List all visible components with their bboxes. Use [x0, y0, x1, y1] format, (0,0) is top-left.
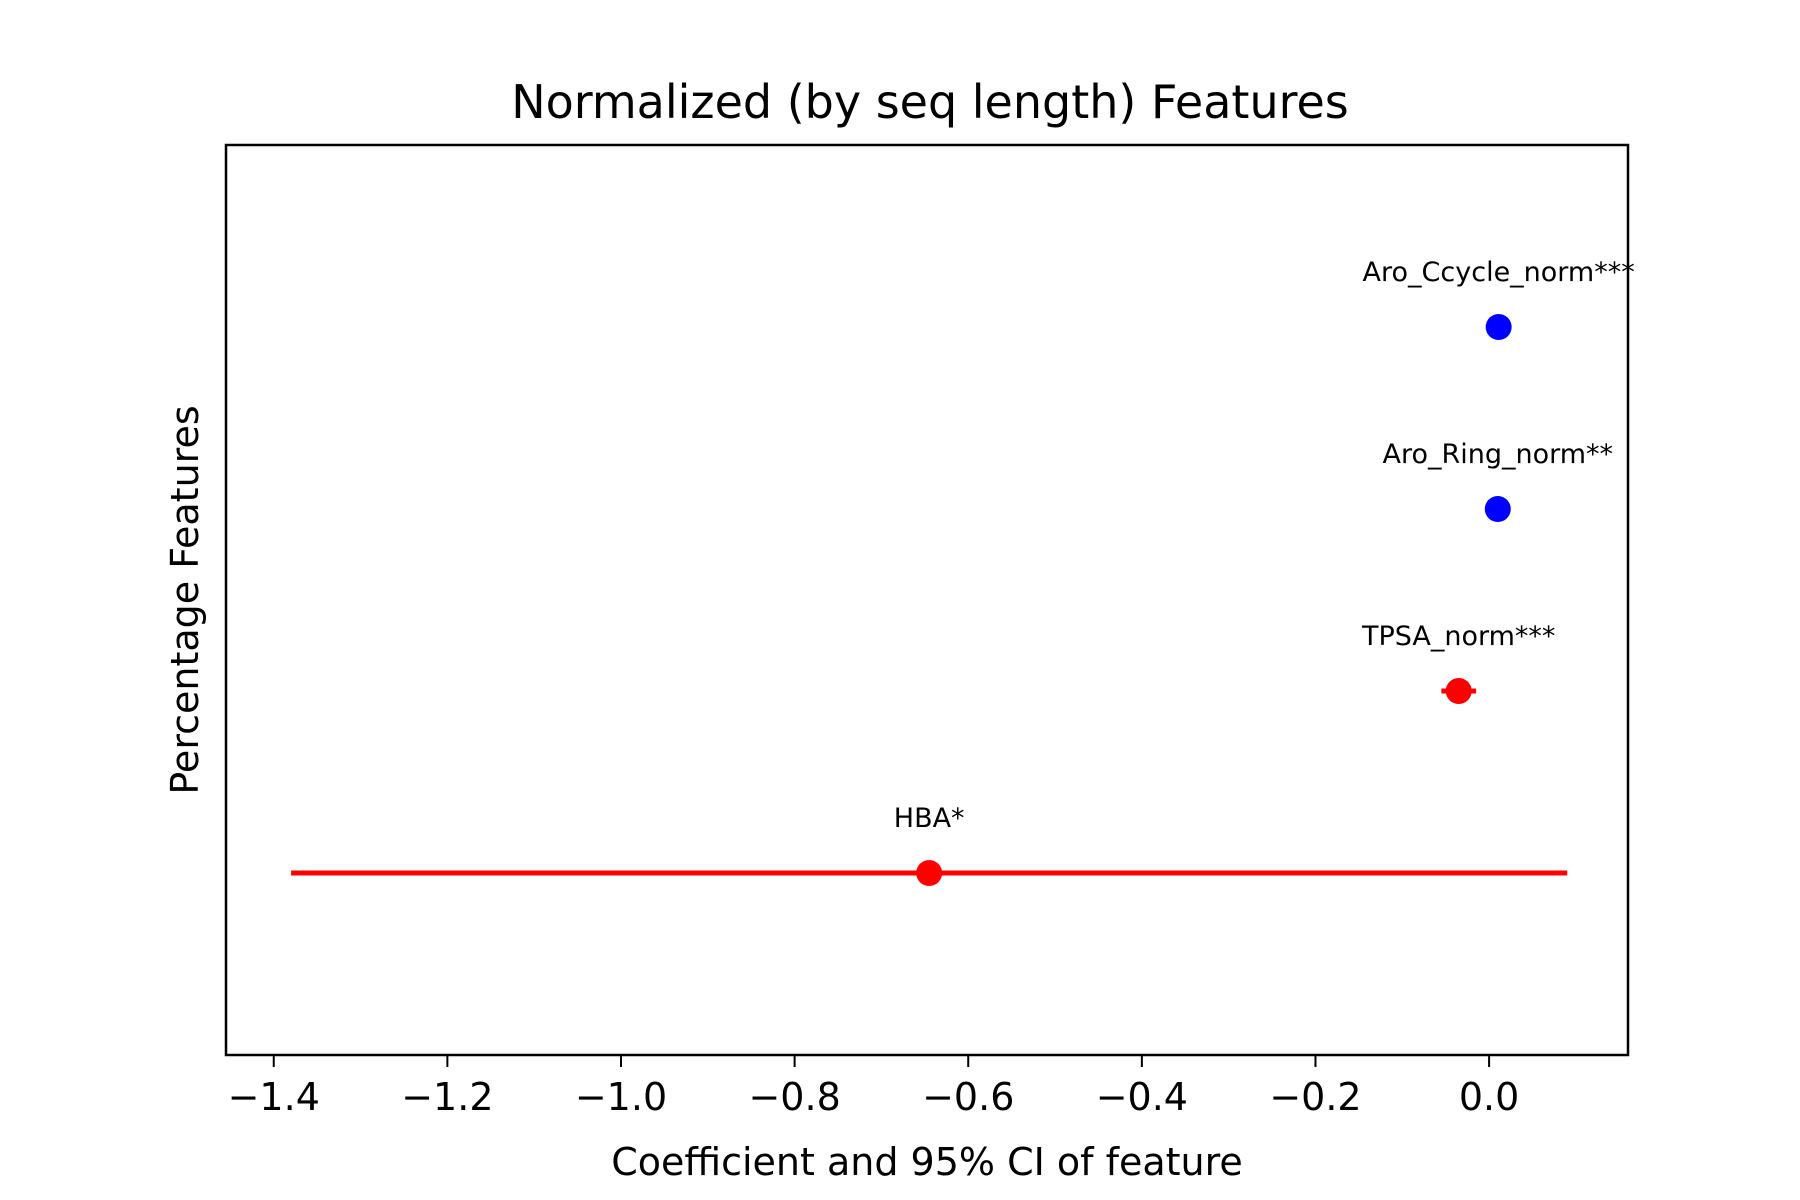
- y-axis-label: Percentage Features: [163, 405, 207, 794]
- x-tick-label: −0.8: [748, 1075, 840, 1119]
- x-axis: −1.4 −1.2 −1.0 −0.8 −0.6 −0.4 −0.2 0.0: [228, 1055, 1519, 1119]
- x-tick-label: −1.4: [228, 1075, 320, 1119]
- point-label: Aro_Ccycle_norm***: [1363, 257, 1635, 288]
- data-point: [1485, 314, 1512, 340]
- x-tick-label: −0.2: [1269, 1075, 1361, 1119]
- data-point: [1484, 496, 1511, 522]
- x-tick-label: 0.0: [1459, 1075, 1519, 1119]
- x-tick-label: −0.4: [1096, 1075, 1188, 1119]
- x-tick-label: −0.6: [922, 1075, 1014, 1119]
- data-point: [916, 860, 943, 886]
- chart-title: Normalized (by seq length) Features: [511, 75, 1349, 129]
- data-marks: HBA* TPSA_norm*** Aro_Ring_norm** Aro_Ccycl…: [291, 257, 1635, 886]
- point-label: TPSA_norm***: [1361, 621, 1555, 652]
- x-tick-label: −1.0: [575, 1075, 667, 1119]
- data-point: [1445, 678, 1472, 704]
- x-axis-label: Coefficient and 95% CI of feature: [611, 1140, 1243, 1184]
- x-tick-label: −1.2: [401, 1075, 493, 1119]
- point-label: Aro_Ring_norm**: [1382, 439, 1613, 470]
- plot-frame: [224, 143, 1630, 1057]
- point-label: HBA*: [894, 803, 965, 834]
